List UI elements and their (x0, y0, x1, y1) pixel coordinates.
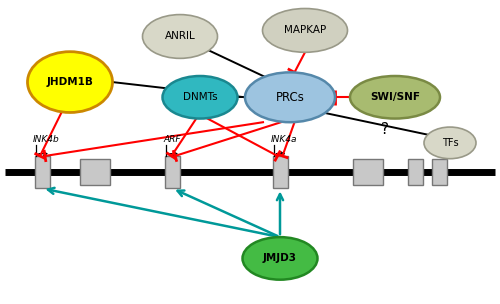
Ellipse shape (245, 72, 335, 122)
Ellipse shape (162, 76, 238, 119)
Text: JHDM1B: JHDM1B (46, 77, 94, 87)
Text: ?: ? (381, 122, 389, 137)
Text: INK4b: INK4b (33, 135, 60, 144)
Ellipse shape (424, 127, 476, 159)
Bar (35, 156, 50, 188)
Bar (80, 159, 110, 185)
Text: JMJD3: JMJD3 (263, 254, 297, 263)
Text: DNMTs: DNMTs (182, 92, 218, 102)
Text: MAPKAP: MAPKAP (284, 26, 326, 35)
Bar (165, 156, 180, 188)
Text: INK4a: INK4a (270, 135, 297, 144)
Text: ARF: ARF (163, 135, 180, 144)
Ellipse shape (242, 237, 318, 280)
Text: PRCs: PRCs (276, 91, 304, 104)
Ellipse shape (262, 9, 348, 52)
Ellipse shape (350, 76, 440, 119)
Ellipse shape (28, 52, 112, 112)
Text: TFs: TFs (442, 138, 458, 148)
Bar (352, 159, 382, 185)
Bar (408, 159, 422, 185)
Text: SWI/SNF: SWI/SNF (370, 92, 420, 102)
Ellipse shape (142, 15, 218, 58)
Bar (432, 159, 446, 185)
Text: ANRIL: ANRIL (164, 32, 196, 41)
Bar (272, 156, 287, 188)
